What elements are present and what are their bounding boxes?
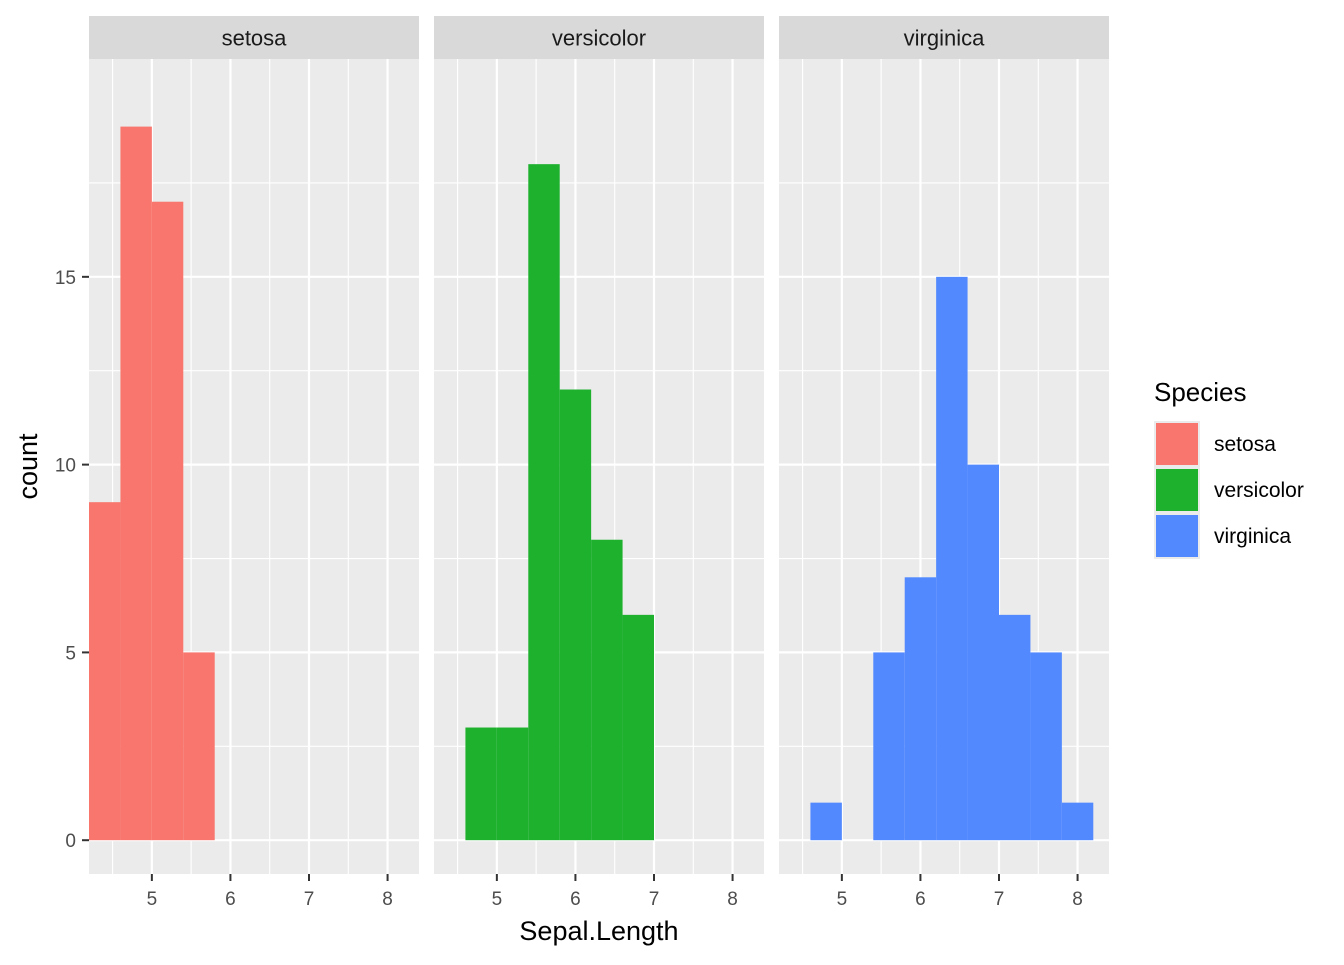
legend-swatch-versicolor — [1156, 469, 1198, 511]
facet-panel-virginica: virginica 5 6 7 8 — [779, 16, 1109, 910]
x-tick-label: 6 — [915, 889, 926, 910]
x-tick-label: 8 — [727, 889, 738, 910]
histogram-bar-setosa — [120, 126, 152, 841]
histogram-bar-versicolor — [622, 614, 654, 841]
x-tick-label: 5 — [147, 889, 158, 910]
y-tick-label: 0 — [65, 831, 76, 852]
legend-label: virginica — [1214, 525, 1291, 548]
legend-label: versicolor — [1214, 479, 1304, 502]
histogram-bar-setosa — [89, 502, 121, 841]
facet-panel-setosa: setosa 5 6 7 8 — [89, 16, 419, 910]
x-tick-label: 6 — [225, 889, 236, 910]
legend-title: Species — [1154, 377, 1247, 407]
facet-strip — [434, 16, 764, 59]
facet-strip-label: virginica — [904, 26, 985, 51]
legend-swatch-setosa — [1156, 423, 1198, 465]
x-tick-label: 7 — [304, 889, 315, 910]
histogram-bar-versicolor — [465, 727, 497, 841]
histogram-bar-virginica — [999, 614, 1031, 841]
histogram-bar-virginica — [904, 577, 937, 841]
histogram-bar-virginica — [967, 464, 999, 841]
y-tick-label: 5 — [65, 643, 76, 664]
x-tick-label: 8 — [1072, 889, 1083, 910]
y-tick-label: 15 — [55, 268, 76, 289]
histogram-bar-virginica — [1030, 652, 1062, 841]
histogram-bar-versicolor — [559, 389, 592, 841]
x-tick-label: 8 — [382, 889, 393, 910]
histogram-bar-versicolor — [528, 164, 560, 841]
histogram-bar-setosa — [183, 652, 215, 841]
facet-strip-label: versicolor — [552, 26, 646, 51]
x-tick-label: 5 — [492, 889, 503, 910]
histogram-bar-virginica — [936, 276, 968, 841]
facet-strip-label: setosa — [222, 26, 288, 51]
y-tick-label: 10 — [55, 456, 76, 477]
histogram-bar-virginica — [873, 652, 905, 841]
x-tick-label: 7 — [994, 889, 1005, 910]
legend-swatch-virginica — [1156, 515, 1198, 557]
facet-strip — [89, 16, 419, 59]
histogram-bar-setosa — [151, 201, 184, 841]
facet-panel-versicolor: versicolor 5 6 7 8 — [434, 16, 764, 910]
legend-label: setosa — [1214, 433, 1276, 456]
x-tick-label: 7 — [649, 889, 660, 910]
legend: Species setosa versicolor virginica — [1154, 377, 1304, 559]
histogram-bar-versicolor — [591, 539, 623, 841]
facet-strip — [779, 16, 1109, 59]
histogram-bar-versicolor — [496, 727, 529, 841]
x-axis-title: Sepal.Length — [519, 916, 678, 946]
x-tick-label: 6 — [570, 889, 581, 910]
y-axis-title: count — [13, 433, 43, 500]
histogram-bar-virginica — [1061, 802, 1094, 841]
x-tick-label: 5 — [837, 889, 848, 910]
histogram-bar-virginica — [810, 802, 842, 841]
